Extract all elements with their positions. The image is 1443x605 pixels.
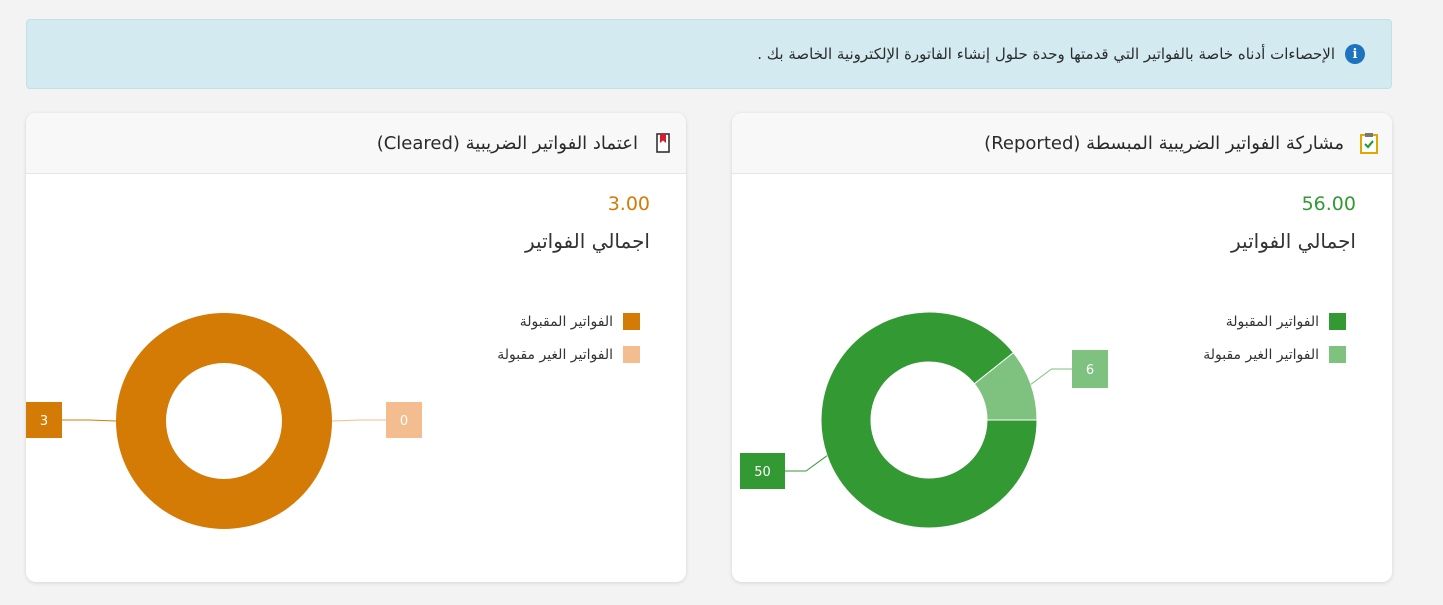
donut-slice[interactable]: [116, 313, 332, 529]
legend-label: الفواتير المقبولة: [519, 313, 613, 330]
card-header: اعتماد الفواتير الضريبية (Cleared): [26, 113, 686, 174]
card-header: مشاركة الفواتير الضريبية المبسطة (Report…: [732, 113, 1392, 174]
total-label: اجمالي الفواتير: [1231, 229, 1356, 253]
legend-item[interactable]: الفواتير المقبولة: [497, 311, 640, 332]
chart-legend: الفواتير المقبولة الفواتير الغير مقبولة: [1203, 311, 1346, 377]
legend-swatch: [623, 346, 640, 363]
data-label-leader: [1030, 368, 1072, 385]
donut-slice[interactable]: [973, 351, 1038, 421]
legend-label: الفواتير الغير مقبولة: [497, 346, 613, 363]
data-label-box: [1072, 350, 1108, 388]
data-label-leader: [331, 419, 386, 422]
clipboard-check-icon: [1360, 133, 1378, 154]
total-label: اجمالي الفواتير: [525, 229, 650, 253]
data-label-leader: [785, 455, 828, 472]
data-label-box: [386, 402, 422, 438]
legend-item[interactable]: الفواتير الغير مقبولة: [1203, 344, 1346, 365]
legend-label: الفواتير الغير مقبولة: [1203, 346, 1319, 363]
chart-legend: الفواتير المقبولة الفواتير الغير مقبولة: [497, 311, 640, 377]
legend-swatch: [1329, 313, 1346, 330]
info-banner: i الإحصاءات أدناه خاصة بالفواتير التي قد…: [26, 19, 1392, 89]
data-label: 0: [400, 414, 408, 429]
legend-item[interactable]: الفواتير الغير مقبولة: [497, 344, 640, 365]
data-label: 3: [40, 414, 48, 429]
info-text: الإحصاءات أدناه خاصة بالفواتير التي قدمت…: [757, 45, 1335, 63]
data-label-leader: [62, 419, 117, 422]
bookmark-icon: [656, 133, 670, 153]
legend-swatch: [623, 313, 640, 330]
total-value: 56.00: [1301, 193, 1356, 215]
donut-slice[interactable]: [820, 311, 1038, 529]
data-label-box: [26, 402, 62, 438]
legend-item[interactable]: الفواتير المقبولة: [1203, 311, 1346, 332]
data-label: 50: [754, 465, 771, 480]
data-label-box: [740, 453, 785, 489]
legend-swatch: [1329, 346, 1346, 363]
total-value: 3.00: [607, 193, 650, 215]
reported-invoices-card: مشاركة الفواتير الضريبية المبسطة (Report…: [732, 113, 1392, 582]
data-label: 6: [1086, 363, 1094, 378]
info-icon: i: [1345, 44, 1365, 64]
cleared-invoices-card: اعتماد الفواتير الضريبية (Cleared) 3.00 …: [26, 113, 686, 582]
card-title: مشاركة الفواتير الضريبية المبسطة (Report…: [984, 132, 1344, 154]
card-title: اعتماد الفواتير الضريبية (Cleared): [376, 132, 638, 154]
legend-label: الفواتير المقبولة: [1225, 313, 1319, 330]
donut-chart-reported: 50 6: [740, 311, 1108, 529]
